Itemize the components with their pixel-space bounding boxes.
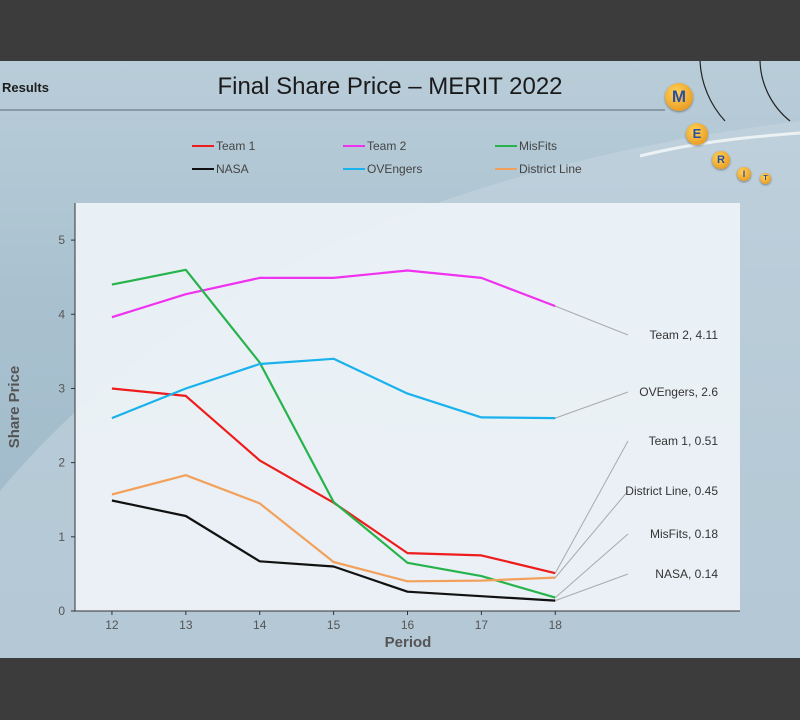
- legend-swatch: [192, 144, 214, 147]
- legend-label: OVEngers: [367, 162, 423, 176]
- section-label: Results: [2, 80, 49, 95]
- x-tick-label: 18: [549, 618, 563, 632]
- y-tick-label: 2: [58, 456, 65, 470]
- legend-item: MisFits: [495, 139, 557, 153]
- x-tick-label: 17: [475, 618, 489, 632]
- legend-swatch: [343, 144, 365, 147]
- logo-letter: T: [760, 173, 771, 184]
- y-tick-label: 4: [58, 307, 65, 321]
- legend-item: District Line: [495, 162, 582, 176]
- legend-label: NASA: [216, 162, 249, 176]
- series-line: [111, 269, 556, 319]
- x-tick-label: 13: [179, 618, 193, 632]
- legend-swatch: [495, 167, 517, 170]
- y-axis-label: Share Price: [6, 366, 23, 449]
- annotation-leader: [554, 533, 629, 599]
- annotation-leader: [555, 305, 629, 336]
- logo-letter: I: [737, 167, 751, 181]
- y-tick-label: 3: [58, 381, 65, 395]
- legend-item: NASA: [192, 162, 249, 176]
- x-tick-label: 14: [253, 618, 267, 632]
- annotation-label: Team 1, 0.51: [649, 434, 719, 448]
- plot-area: [75, 203, 740, 611]
- annotation-leader: [555, 391, 629, 419]
- legend-swatch: [495, 144, 517, 147]
- legend-item: Team 1: [192, 139, 255, 153]
- y-tick-label: 5: [58, 233, 65, 247]
- legend-label: Team 2: [367, 139, 407, 153]
- annotation-label: District Line, 0.45: [625, 484, 718, 498]
- x-axis-label: Period: [385, 634, 432, 651]
- series-line: [111, 499, 556, 602]
- series-line: [111, 474, 556, 583]
- logo-letter: E: [686, 123, 708, 145]
- x-tick-label: 16: [401, 618, 415, 632]
- annotation-leader: [555, 573, 629, 602]
- y-tick-label: 1: [58, 530, 65, 544]
- legend-item: OVEngers: [343, 162, 422, 176]
- slide: Results Final Share Price – MERIT 2022 M…: [0, 61, 800, 658]
- logo-letter: R: [712, 151, 730, 169]
- x-tick-label: 15: [327, 618, 341, 632]
- logo-arc: [699, 61, 726, 122]
- legend-swatch: [343, 167, 365, 170]
- annotation-leader: [554, 440, 629, 574]
- legend-label: Team 1: [216, 139, 256, 153]
- annotation-label: OVEngers, 2.6: [639, 385, 718, 399]
- logo-letter: M: [665, 83, 693, 111]
- legend-swatch: [192, 167, 214, 170]
- legend-label: District Line: [519, 162, 582, 176]
- annotation-label: MisFits, 0.18: [650, 527, 718, 541]
- annotation-leader: [554, 490, 629, 578]
- annotation-label: NASA, 0.14: [655, 567, 718, 581]
- series-line: [111, 357, 556, 420]
- y-tick-label: 0: [58, 604, 65, 618]
- legend-label: MisFits: [519, 139, 557, 153]
- series-line: [111, 268, 556, 599]
- logo-arc: [639, 131, 800, 158]
- x-tick-label: 12: [105, 618, 119, 632]
- annotation-label: Team 2, 4.11: [650, 328, 719, 342]
- slide-title: Final Share Price – MERIT 2022: [217, 73, 563, 100]
- logo-arc: [759, 61, 791, 122]
- legend-item: Team 2: [343, 139, 406, 153]
